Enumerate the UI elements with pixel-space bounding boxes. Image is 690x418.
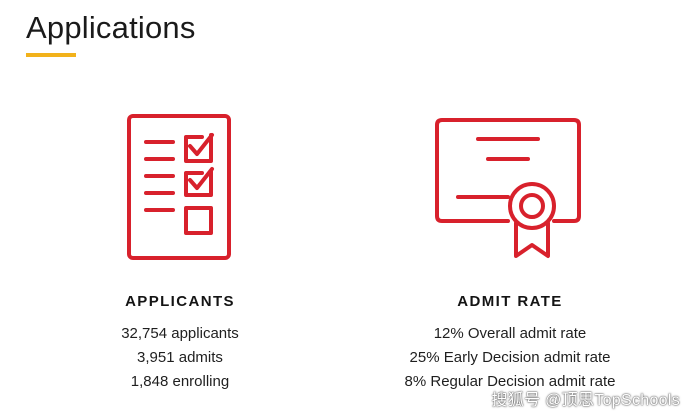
regular-decision-admit-rate: 8% Regular Decision admit rate [404,373,616,390]
overall-admit-rate: 12% Overall admit rate [433,325,587,342]
admit-rate-block: ADMIT RATE 12% Overall admit rate 25% Ea… [380,290,640,394]
page-title: Applications [26,10,196,45]
applicants-count: 32,754 applicants [121,325,239,342]
applicants-heading: APPLICANTS [125,293,235,310]
admits-count: 3,951 admits [137,349,223,366]
early-decision-admit-rate: 25% Early Decision admit rate [409,349,611,366]
applicants-block: APPLICANTS 32,754 applicants 3,951 admit… [80,290,280,394]
certificate-icon [434,117,582,259]
checklist-icon [126,113,232,261]
admit-rate-heading: ADMIT RATE [457,293,563,310]
title-underline [26,53,76,57]
enrolling-count: 1,848 enrolling [130,373,230,390]
watermark: 搜狐号 @顶思TopSchools [491,392,680,409]
